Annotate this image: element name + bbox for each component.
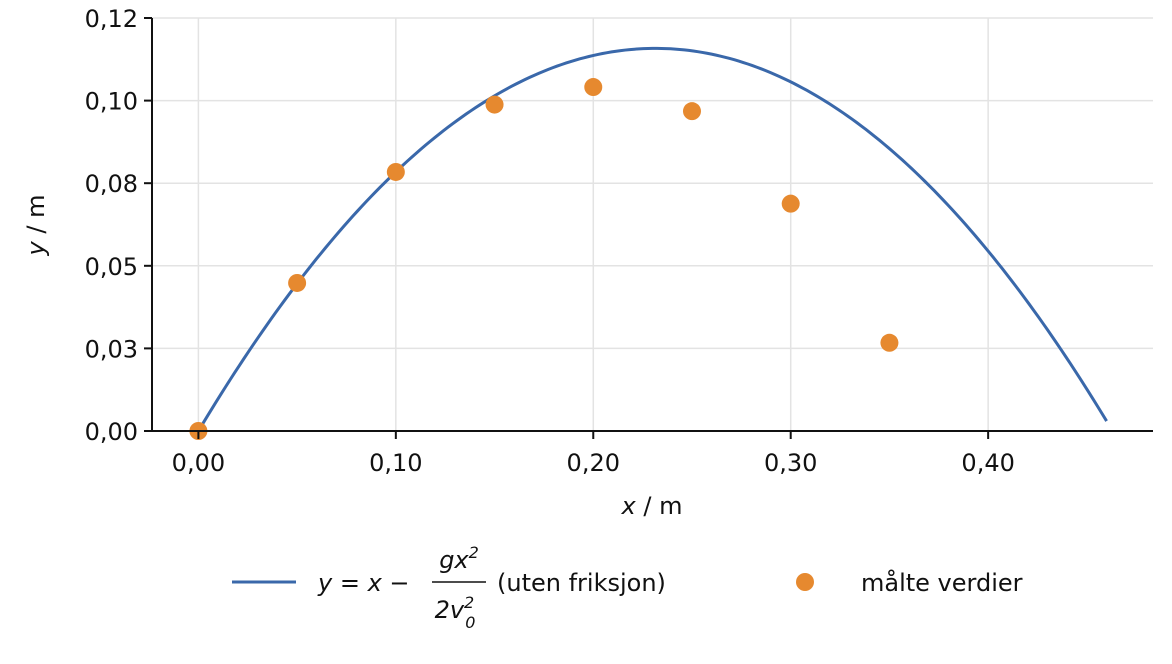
legend: y = x − gx2 2v2 0 (uten friksjon) målte v…	[232, 543, 1023, 632]
measured-point	[386, 162, 405, 181]
measured-point	[781, 194, 800, 213]
x-tick-label: 0,30	[764, 449, 817, 477]
grid-lines	[152, 17, 1153, 432]
y-axis-label: y / m	[22, 195, 50, 257]
y-tick-label: 0,03	[85, 335, 138, 363]
x-ticks: 0,00 0,10 0,20 0,30 0,40	[172, 431, 1015, 477]
model-curve-line	[197, 46, 1108, 432]
legend-item-model: y = x − gx2 2v2 0 (uten friksjon)	[232, 543, 666, 632]
y-tick-label: 0,00	[85, 418, 138, 446]
legend-model-numerator: gx2	[439, 543, 479, 574]
y-tick-label: 0,10	[85, 88, 138, 116]
axes	[151, 18, 1153, 432]
y-tick-label: 0,05	[85, 253, 138, 281]
measured-point	[288, 273, 307, 292]
x-tick-label: 0,20	[567, 449, 620, 477]
legend-item-measured: målte verdier	[796, 568, 1023, 597]
x-tick-label: 0,10	[369, 449, 422, 477]
legend-measured-label: målte verdier	[861, 568, 1023, 597]
measured-points	[189, 78, 899, 440]
x-tick-label: 0,00	[172, 449, 225, 477]
plot-area	[189, 46, 1108, 440]
legend-point-swatch	[796, 573, 814, 591]
legend-model-denominator: 2v2 0	[435, 593, 476, 632]
legend-model-rhs: (uten friksjon)	[497, 569, 666, 597]
y-tick-label: 0,08	[85, 170, 138, 198]
measured-point	[880, 333, 899, 352]
legend-model-lhs: y = x −	[317, 569, 410, 597]
y-ticks: 0,00 0,03 0,05 0,08 0,10 0,12	[85, 5, 152, 446]
measured-point	[682, 102, 701, 121]
x-tick-label: 0,40	[961, 449, 1014, 477]
y-tick-label: 0,12	[85, 5, 138, 33]
measured-point	[485, 95, 504, 114]
x-axis-label: x / m	[621, 492, 683, 520]
measured-point	[584, 78, 603, 97]
